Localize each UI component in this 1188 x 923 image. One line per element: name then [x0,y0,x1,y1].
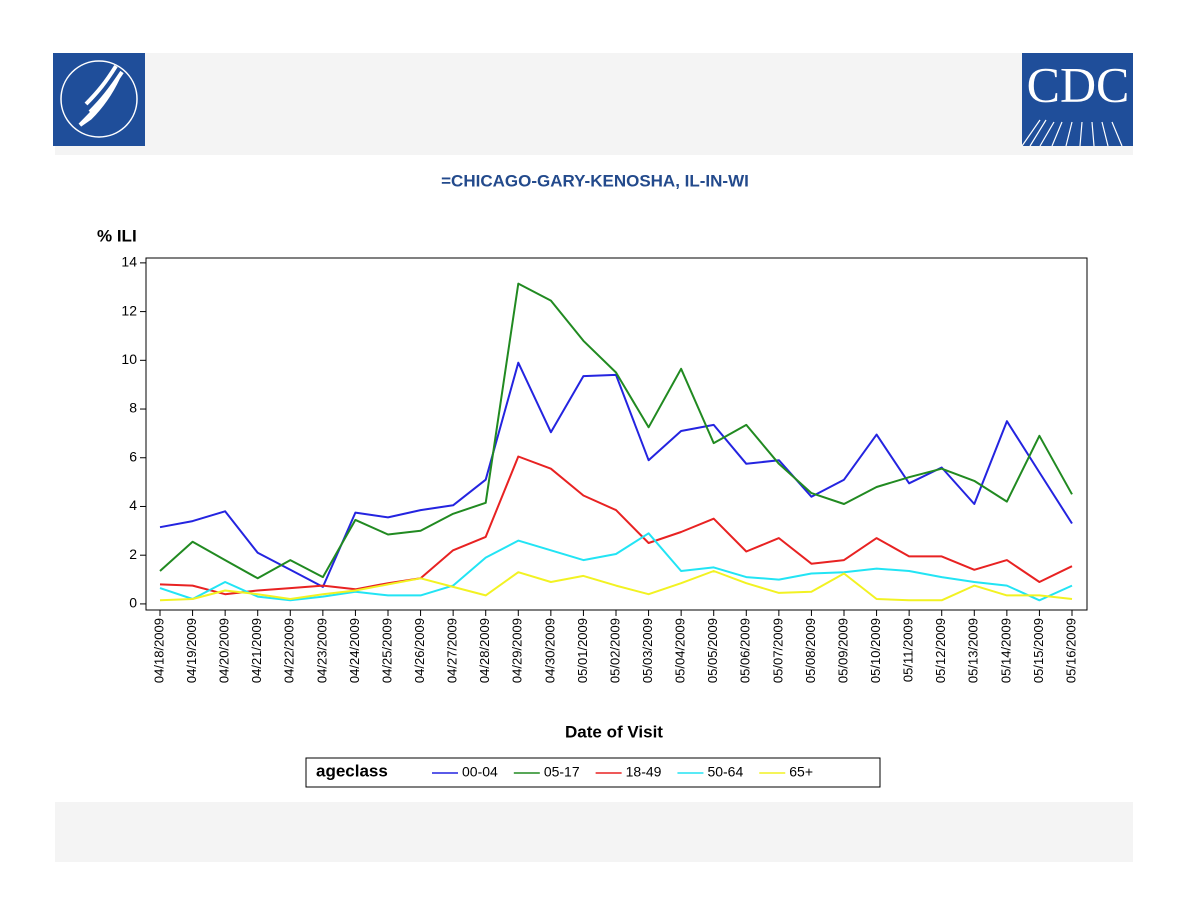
cdc-rays [1021,119,1123,147]
x-axis-label: Date of Visit [565,722,663,741]
legend-label: 05-17 [544,764,580,780]
footer-band [55,802,1133,862]
x-tick-label: 04/21/2009 [249,618,264,683]
x-tick-label: 04/28/2009 [477,618,492,683]
y-tick-label: 2 [129,546,137,562]
x-tick-label: 05/09/2009 [835,618,850,683]
series-line [159,361,1073,588]
x-tick-label: 04/27/2009 [445,618,460,683]
series-line [159,532,1073,602]
chart-title: =CHICAGO-GARY-KENOSHA, IL-IN-WI [441,171,749,190]
x-tick-label: 05/07/2009 [770,618,785,683]
x-tick-label: 04/30/2009 [542,618,557,683]
x-tick-label: 05/06/2009 [738,618,753,683]
x-tick-label: 05/04/2009 [673,618,688,683]
x-tick-label: 04/19/2009 [184,618,199,683]
x-tick-label: 04/25/2009 [379,618,394,683]
x-tick-label: 04/22/2009 [282,618,297,683]
x-tick-label: 05/05/2009 [705,618,720,683]
legend-label: 65+ [789,764,813,780]
legend-label: 00-04 [462,764,498,780]
x-tick-label: 05/11/2009 [901,618,916,682]
hhs-ring [60,60,138,138]
cdc-logo: CDC [1021,53,1133,147]
x-tick-label: 05/10/2009 [868,618,883,683]
x-tick-label: 05/16/2009 [1063,618,1078,683]
hhs-logo [53,53,145,146]
series-line [159,282,1073,580]
x-tick-label: 05/14/2009 [998,618,1013,683]
y-tick-label: 12 [121,302,137,318]
x-tick-label: 04/24/2009 [347,618,362,683]
x-tick-label: 05/12/2009 [933,618,948,683]
y-tick-label: 8 [129,400,137,416]
x-tick-label: 04/29/2009 [510,618,525,683]
cdc-logo-bg [1022,53,1133,146]
series-line [159,455,1073,596]
y-tick-label: 10 [121,351,137,367]
x-tick-label: 05/03/2009 [640,618,655,683]
y-tick-label: 14 [121,254,137,270]
x-tick-label: 05/01/2009 [575,618,590,683]
y-tick-label: 0 [129,595,137,611]
x-tick-label: 04/18/2009 [151,618,166,683]
x-tick-label: 05/08/2009 [803,618,818,683]
x-tick-label: 04/23/2009 [314,618,329,683]
header-band [55,53,1133,155]
legend-box [305,757,881,788]
x-tick-label: 04/20/2009 [217,618,232,683]
x-tick-label: 05/13/2009 [966,618,981,683]
x-tick-label: 05/15/2009 [1031,618,1046,683]
y-axis-label: % ILI [97,226,137,245]
y-tick-label: 4 [129,497,137,513]
legend-label: 50-64 [707,764,743,780]
x-tick-label: 04/26/2009 [412,618,427,683]
series-line [159,570,1073,602]
hhs-eagle [78,64,124,127]
legend-title: ageclass [316,761,388,780]
legend-label: 18-49 [626,764,662,780]
y-tick-label: 6 [129,448,137,464]
cdc-text: CDC [1027,56,1130,112]
x-tick-label: 05/02/2009 [607,618,622,683]
